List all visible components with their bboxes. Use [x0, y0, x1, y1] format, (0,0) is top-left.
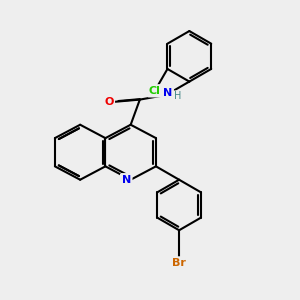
Text: H: H: [174, 92, 181, 101]
Text: N: N: [122, 175, 131, 185]
Text: O: O: [104, 97, 113, 107]
Text: Br: Br: [172, 258, 186, 268]
Text: N: N: [163, 88, 172, 98]
Text: Cl: Cl: [149, 86, 161, 96]
